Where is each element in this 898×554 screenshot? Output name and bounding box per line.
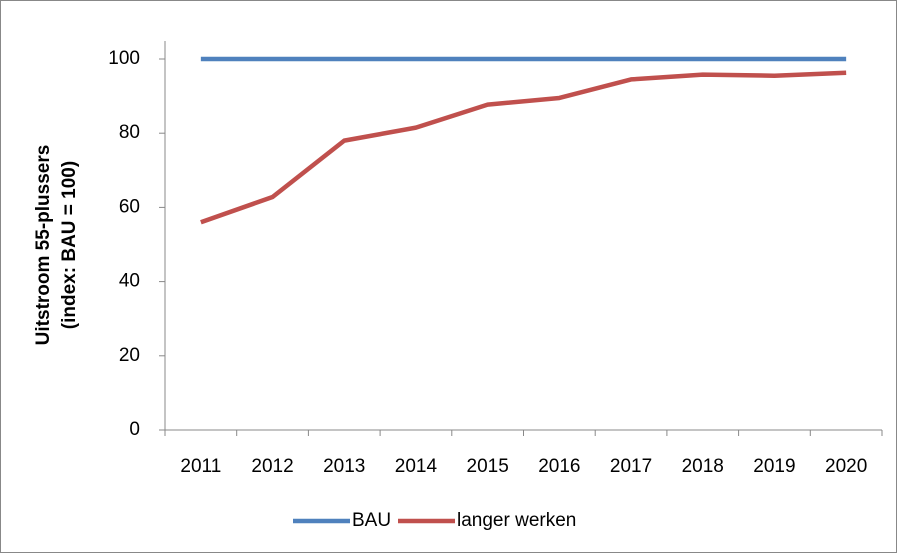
series-line xyxy=(200,70,847,225)
legend-label: langer werken xyxy=(457,510,576,531)
x-tick-label: 2013 xyxy=(323,456,365,477)
x-tick-label: 2016 xyxy=(538,456,580,477)
x-tick-label: 2017 xyxy=(610,456,652,477)
x-tick-label: 2011 xyxy=(180,456,221,477)
y-tick-label: 80 xyxy=(119,122,140,143)
legend-label: BAU xyxy=(352,510,391,531)
x-tick-label: 2020 xyxy=(825,456,867,477)
x-tick-label: 2014 xyxy=(395,456,438,477)
x-tick-label: 2018 xyxy=(682,456,724,477)
y-tick-label: 100 xyxy=(108,48,140,69)
y-tick-label: 0 xyxy=(129,419,140,440)
y-axis-label: Uitstroom 55-plussers xyxy=(33,145,54,346)
x-tick-label: 2012 xyxy=(251,456,293,477)
y-tick-label: 60 xyxy=(119,196,140,217)
y-tick-label: 40 xyxy=(119,271,140,292)
y-tick-label: 20 xyxy=(119,345,140,366)
y-axis-label: (index: BAU = 100) xyxy=(59,161,80,329)
x-tick-label: 2019 xyxy=(753,456,795,477)
x-tick-label: 2015 xyxy=(467,456,509,477)
